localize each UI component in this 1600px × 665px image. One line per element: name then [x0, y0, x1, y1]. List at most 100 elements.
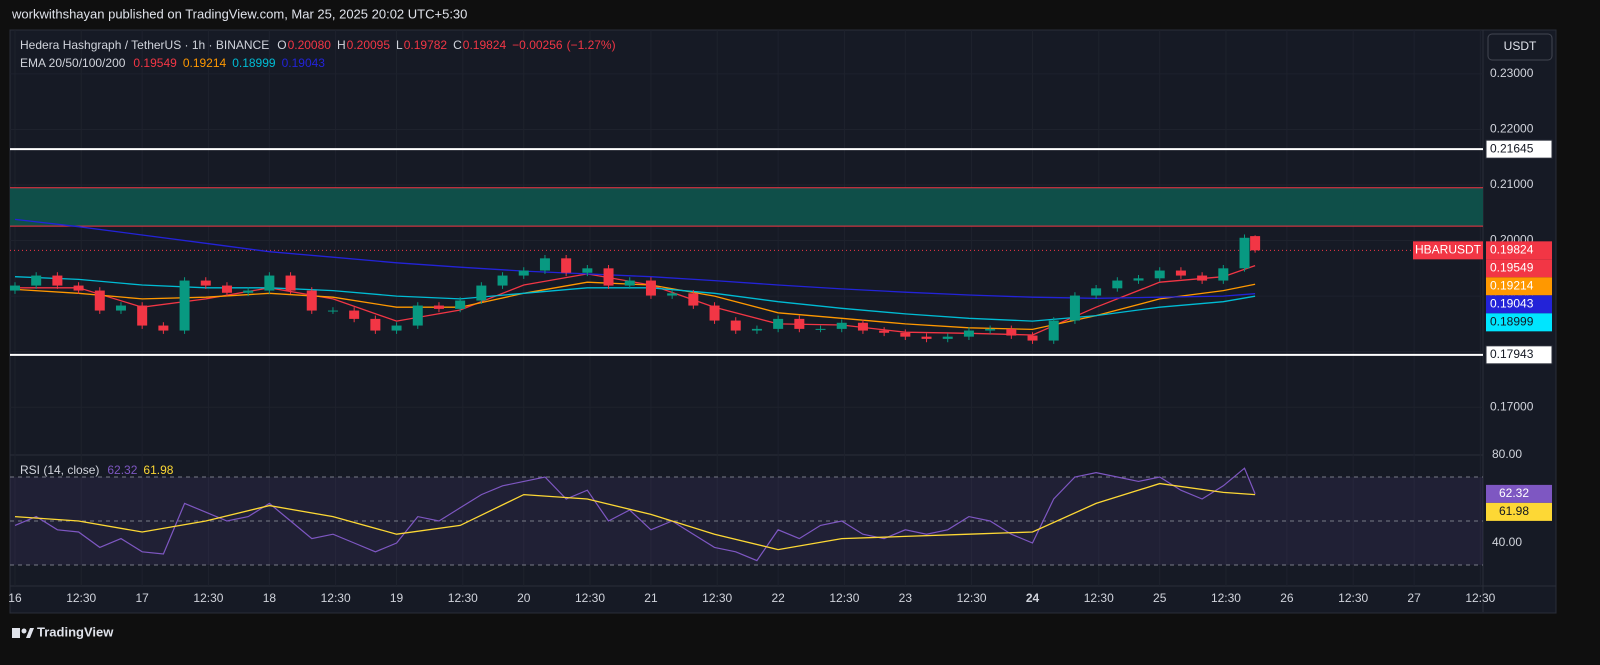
y-tick-label: 0.22000 — [1490, 122, 1534, 136]
x-tick-label: 12:30 — [193, 591, 223, 605]
candle-body — [624, 280, 635, 286]
x-tick-label: 22 — [771, 591, 785, 605]
candle-body — [1027, 335, 1038, 341]
candle-body — [1048, 320, 1059, 341]
candle-body — [1218, 268, 1229, 281]
published-note: workwithshayan published on TradingView.… — [11, 6, 467, 21]
candle-body — [433, 305, 444, 309]
x-tick-label: 12:30 — [957, 591, 987, 605]
symbol-tag — [1413, 241, 1483, 260]
candle-body — [942, 336, 953, 339]
candle-body — [497, 275, 508, 286]
currency-label[interactable]: USDT — [1504, 39, 1537, 53]
rsi-tag — [1486, 484, 1552, 503]
x-tick-label: 17 — [135, 591, 149, 605]
candle-body — [539, 258, 550, 271]
candle-body — [285, 275, 296, 291]
candle-body — [1112, 280, 1123, 289]
x-tick-label: 20 — [517, 591, 531, 605]
legend-text: RSI (14, close) — [20, 463, 99, 477]
level-label: 0.21645 — [1490, 141, 1534, 155]
x-tick-label: 12:30 — [1465, 591, 1495, 605]
x-tick-label: 19 — [390, 591, 404, 605]
legend-text: L — [396, 38, 403, 52]
legend-text: 0.19043 — [282, 56, 326, 70]
candle-body — [709, 305, 720, 321]
candle-body — [73, 285, 84, 291]
y-tick-label: 0.21000 — [1490, 177, 1534, 191]
candle-body — [603, 268, 614, 286]
candle-body — [518, 270, 529, 276]
price-tag-label: 0.18999 — [1490, 315, 1534, 329]
x-tick-label: 16 — [8, 591, 22, 605]
candle-body — [688, 293, 699, 306]
x-tick-label: 26 — [1280, 591, 1294, 605]
rsi-tag — [1486, 502, 1552, 521]
legend-text: 61.98 — [143, 463, 173, 477]
candle-body — [667, 293, 678, 296]
x-tick-label: 25 — [1153, 591, 1167, 605]
legend-text: 0.20080 — [288, 38, 332, 52]
rsi-tick-label: 80.00 — [1492, 447, 1522, 461]
legend-text: 0.18999 — [232, 56, 276, 70]
candle-body — [836, 322, 847, 329]
x-tick-label: 12:30 — [702, 591, 732, 605]
candle-body — [476, 285, 487, 301]
candle-body — [730, 320, 741, 331]
x-tick-label: 21 — [644, 591, 658, 605]
candle-body — [857, 322, 868, 331]
candle-body — [94, 290, 105, 311]
rsi-tag-label: 62.32 — [1499, 486, 1529, 500]
x-tick-label: 24 — [1026, 591, 1040, 605]
candle-body — [52, 275, 63, 286]
candle-body — [1133, 278, 1144, 281]
legend-text: 0.19214 — [183, 56, 227, 70]
candle-body — [31, 275, 42, 286]
legend-text: 62.32 — [107, 463, 137, 477]
candle-body — [179, 280, 190, 331]
price-tag-label: 0.19214 — [1490, 279, 1534, 293]
tradingview-logo — [12, 628, 34, 638]
candle-body — [879, 330, 890, 333]
candle-body — [921, 336, 932, 339]
level-tag — [1485, 345, 1553, 365]
supply-zone — [10, 187, 1483, 227]
x-tick-label: 12:30 — [575, 591, 605, 605]
candle-body — [137, 305, 148, 326]
candle-body — [115, 305, 126, 311]
legend-text: O — [277, 38, 286, 52]
level-tag — [1485, 139, 1553, 159]
candle-body — [9, 285, 20, 291]
candle-body — [1006, 328, 1017, 336]
legend-text: Hedera Hashgraph / TetherUS · 1h · BINAN… — [20, 38, 269, 52]
candle-body — [1239, 237, 1250, 269]
price-tag — [1486, 241, 1552, 260]
x-tick-label: 12:30 — [1338, 591, 1368, 605]
currency-button[interactable] — [1487, 33, 1553, 61]
candle-body — [158, 325, 169, 331]
x-tick-label: 23 — [899, 591, 913, 605]
price-tag-label: 0.19824 — [1490, 243, 1534, 257]
legend-text: 0.19549 — [133, 56, 177, 70]
candle-body — [306, 290, 317, 311]
legend-text: 0.19824 — [463, 38, 507, 52]
candle-body — [349, 310, 360, 319]
level-label: 0.17943 — [1490, 347, 1534, 361]
candle-body — [815, 328, 826, 330]
candle-body — [1250, 236, 1261, 251]
x-tick-label: 18 — [263, 591, 277, 605]
x-tick-label: 12:30 — [829, 591, 859, 605]
candle-body — [794, 318, 805, 329]
price-tag — [1486, 259, 1552, 278]
price-tag — [1486, 295, 1552, 314]
candle-body — [773, 318, 784, 329]
grid — [10, 30, 1483, 586]
rsi-ma-line — [14, 482, 1256, 551]
legend-text: −0.00256 — [512, 38, 563, 52]
candle-body — [561, 258, 572, 273]
legend-text: C — [453, 38, 462, 52]
candle-body — [1069, 295, 1080, 321]
candle-body — [200, 280, 211, 286]
price-tag — [1486, 313, 1552, 332]
